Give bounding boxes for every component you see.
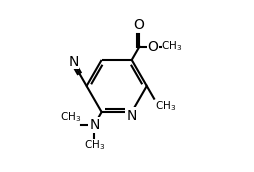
Text: N: N <box>69 55 79 69</box>
Text: CH$_3$: CH$_3$ <box>84 139 105 152</box>
Text: O: O <box>133 18 144 32</box>
Text: O: O <box>147 40 158 53</box>
Text: N: N <box>126 109 137 123</box>
Text: CH$_3$: CH$_3$ <box>155 100 176 114</box>
Text: N: N <box>89 118 100 132</box>
Text: CH$_3$: CH$_3$ <box>59 110 81 124</box>
Text: CH$_3$: CH$_3$ <box>161 40 183 53</box>
